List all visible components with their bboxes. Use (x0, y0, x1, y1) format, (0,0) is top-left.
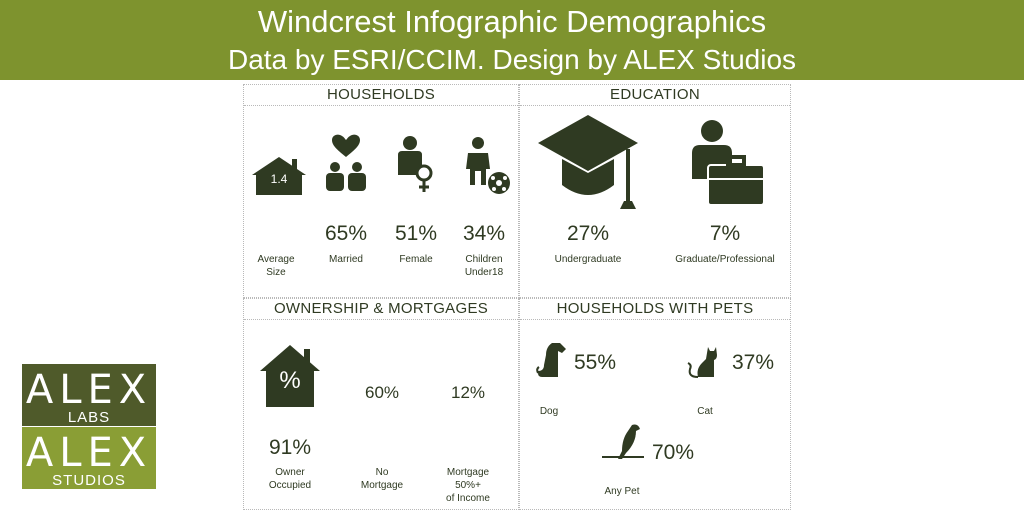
children-label: Children Under18 (454, 253, 514, 279)
owner-occupied-label-line1: Owner (275, 467, 305, 478)
alex-labs-logo: ALEX LABS (22, 364, 156, 426)
bird-icon (602, 423, 652, 463)
alex-labs-word: ALEX (25, 367, 153, 413)
no-mortgage-label-line1: No (375, 467, 389, 478)
ownership-heading: OWNERSHIP & MORTGAGES (244, 299, 518, 320)
any-pet-label: Any Pet (604, 486, 640, 497)
house-percent-icon: % (260, 345, 320, 407)
ownership-panel: OWNERSHIP & MORTGAGES % 91% Owner Occupi… (243, 298, 519, 510)
alex-studios-sub: STUDIOS (52, 472, 126, 489)
average-size-value: 1.4 (270, 172, 288, 186)
graduation-cap-icon (538, 115, 638, 209)
no-mortgage-label-line2: Mortgage (360, 480, 404, 491)
education-panel: EDUCATION 27% Undergraduate 7% Graduate/… (519, 84, 791, 298)
alex-labs-sub: LABS (67, 409, 111, 426)
married-value: 65% (324, 222, 368, 245)
mortgage-income-label-line1: Mortgage (446, 467, 490, 478)
children-label-line1: Children (465, 254, 503, 265)
households-panel: HOUSEHOLDS 1.4 Average Size 65% Married (243, 84, 519, 298)
no-mortgage-value: 60% (364, 383, 400, 402)
dog-icon (536, 341, 568, 379)
married-couple-heart-icon (324, 133, 368, 193)
child-with-ball-icon (462, 137, 510, 195)
undergraduate-label: Undergraduate (554, 254, 622, 265)
mortgage-income-label: Mortgage 50%+ of Income (430, 466, 506, 505)
graduate-label: Graduate/Professional (675, 254, 775, 265)
cat-label: Cat (697, 406, 713, 417)
average-size-label-line1: Average (257, 254, 295, 265)
children-value: 34% (462, 222, 506, 245)
owner-occupied-label: Owner Occupied (256, 466, 324, 492)
mortgage-income-label-line2: 50%+ (455, 480, 481, 491)
mortgage-income-label-line3: of Income (446, 493, 490, 504)
average-size-label-line2: Size (266, 267, 286, 278)
dog-value: 55% (574, 351, 617, 374)
professional-briefcase-icon (690, 119, 766, 209)
house-percent-symbol: % (279, 367, 301, 394)
households-heading: HOUSEHOLDS (244, 85, 518, 106)
title-banner: Windcrest Infographic Demographics Data … (0, 0, 1024, 80)
children-label-line2: Under18 (464, 267, 504, 278)
any-pet-value: 70% (652, 441, 695, 464)
married-label: Married (329, 254, 363, 265)
cat-icon (686, 345, 720, 379)
alex-studios-word: ALEX (25, 430, 153, 476)
dog-label: Dog (539, 406, 559, 417)
pets-heading: HOUSEHOLDS WITH PETS (520, 299, 790, 320)
graduate-value: 7% (709, 222, 741, 245)
undergraduate-value: 27% (566, 222, 610, 245)
owner-occupied-value: 91% (268, 436, 312, 459)
average-size-house-icon: 1.4 (252, 157, 306, 195)
education-heading: EDUCATION (520, 85, 790, 106)
banner-title: Windcrest Infographic Demographics (257, 4, 767, 39)
owner-occupied-label-line2: Occupied (268, 480, 312, 491)
average-size-label: Average Size (246, 253, 306, 279)
no-mortgage-label: No Mortgage (348, 466, 416, 492)
alex-studios-logo: ALEX STUDIOS (22, 427, 156, 489)
female-label: Female (399, 254, 433, 265)
banner-subtitle: Data by ESRI/CCIM. Design by ALEX Studio… (227, 44, 797, 75)
cat-value: 37% (732, 351, 775, 374)
mortgage-income-value: 12% (450, 383, 486, 402)
female-value: 51% (394, 222, 438, 245)
female-person-icon (396, 135, 436, 195)
pets-panel: HOUSEHOLDS WITH PETS 55% Dog 37% Cat 70%… (519, 298, 791, 510)
